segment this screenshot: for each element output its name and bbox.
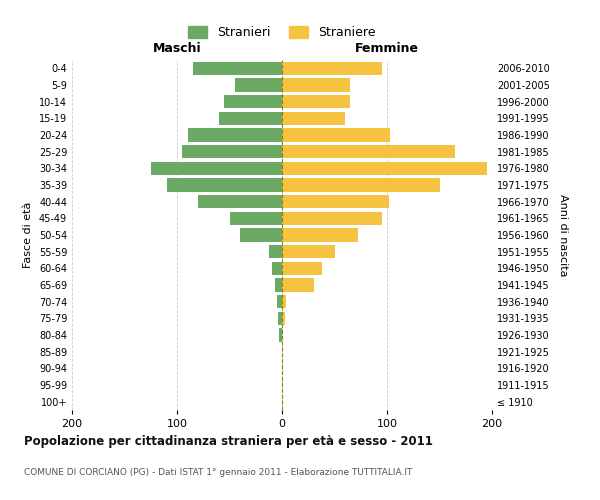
Text: Popolazione per cittadinanza straniera per età e sesso - 2011: Popolazione per cittadinanza straniera p… bbox=[24, 435, 433, 448]
Bar bbox=[282, 145, 455, 158]
Bar bbox=[182, 145, 282, 158]
Bar bbox=[224, 95, 282, 108]
Bar bbox=[278, 312, 282, 325]
Legend: Stranieri, Straniere: Stranieri, Straniere bbox=[184, 21, 380, 44]
Bar bbox=[282, 112, 345, 125]
Bar bbox=[282, 162, 487, 175]
Bar bbox=[167, 178, 282, 192]
Text: Femmine: Femmine bbox=[355, 42, 419, 55]
Bar bbox=[229, 212, 282, 225]
Bar bbox=[282, 295, 286, 308]
Bar bbox=[282, 228, 358, 241]
Bar bbox=[282, 178, 439, 192]
Bar bbox=[235, 78, 282, 92]
Bar bbox=[282, 262, 322, 275]
Y-axis label: Fasce di età: Fasce di età bbox=[23, 202, 33, 268]
Text: COMUNE DI CORCIANO (PG) - Dati ISTAT 1° gennaio 2011 - Elaborazione TUTTITALIA.I: COMUNE DI CORCIANO (PG) - Dati ISTAT 1° … bbox=[24, 468, 412, 477]
Bar bbox=[282, 95, 350, 108]
Bar bbox=[282, 212, 382, 225]
Bar bbox=[282, 245, 335, 258]
Bar bbox=[282, 78, 350, 92]
Text: Maschi: Maschi bbox=[152, 42, 202, 55]
Bar bbox=[271, 262, 282, 275]
Bar bbox=[187, 128, 282, 141]
Bar bbox=[219, 112, 282, 125]
Bar bbox=[240, 228, 282, 241]
Bar bbox=[198, 195, 282, 208]
Bar bbox=[282, 195, 389, 208]
Bar bbox=[277, 295, 282, 308]
Bar bbox=[282, 62, 382, 75]
Bar bbox=[269, 245, 282, 258]
Bar bbox=[282, 128, 390, 141]
Bar bbox=[282, 312, 285, 325]
Bar bbox=[193, 62, 282, 75]
Bar bbox=[275, 278, 282, 291]
Bar bbox=[282, 278, 314, 291]
Y-axis label: Anni di nascita: Anni di nascita bbox=[558, 194, 568, 276]
Bar bbox=[279, 328, 282, 342]
Bar bbox=[151, 162, 282, 175]
